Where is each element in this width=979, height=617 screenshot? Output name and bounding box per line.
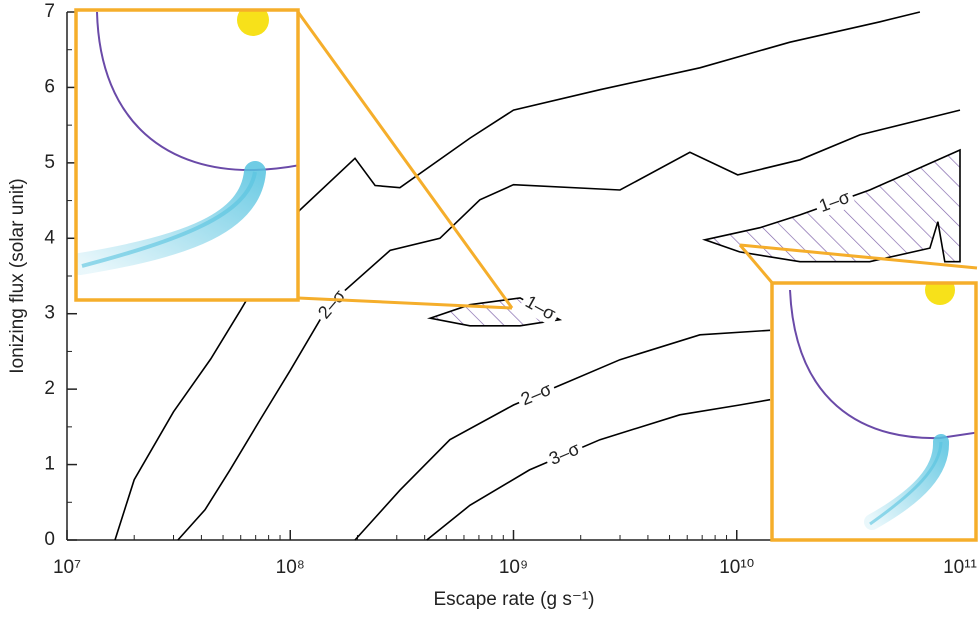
y-tick-label: 7 xyxy=(44,1,55,22)
inset-bottom-right xyxy=(770,281,978,542)
contour-line xyxy=(177,109,961,541)
y-tick-label: 4 xyxy=(44,227,55,248)
contour-label-bg xyxy=(518,290,562,327)
plot-area: 0123456710⁷10⁸10⁹10¹⁰10¹¹3–σ2–σ1–σ1–σ2–σ… xyxy=(44,1,976,578)
y-tick-label: 3 xyxy=(44,303,55,324)
contour-line xyxy=(701,148,961,263)
y-tick-label: 2 xyxy=(44,378,55,399)
x-tick-label: 10¹⁰ xyxy=(719,557,754,578)
y-tick-label: 0 xyxy=(44,529,55,550)
contour-label-bg xyxy=(543,438,587,472)
x-tick-label: 10¹¹ xyxy=(943,557,977,578)
contour-label-bg xyxy=(312,284,353,326)
y-tick-label: 6 xyxy=(44,76,55,97)
contour-label-bg xyxy=(813,186,857,219)
contour-line xyxy=(114,11,921,541)
x-tick-label: 10⁹ xyxy=(499,557,528,578)
contour-label-group: 2–σ xyxy=(515,378,558,412)
x-axis-label: Escape rate (g s⁻¹) xyxy=(433,589,594,610)
y-tick-label: 1 xyxy=(44,454,55,475)
y-tick-label: 5 xyxy=(44,152,55,173)
y-axis-label: Ionizing flux (solar unit) xyxy=(7,178,28,373)
inset-connectors xyxy=(296,11,978,310)
contour-line xyxy=(354,329,771,541)
contour-label-group: 3–σ xyxy=(543,438,587,472)
contour-label-bg xyxy=(515,378,558,412)
x-tick-label: 10⁸ xyxy=(276,557,305,578)
inset-top-left xyxy=(74,8,300,302)
x-tick-label: 10⁷ xyxy=(53,557,81,578)
contour-line xyxy=(426,398,771,541)
